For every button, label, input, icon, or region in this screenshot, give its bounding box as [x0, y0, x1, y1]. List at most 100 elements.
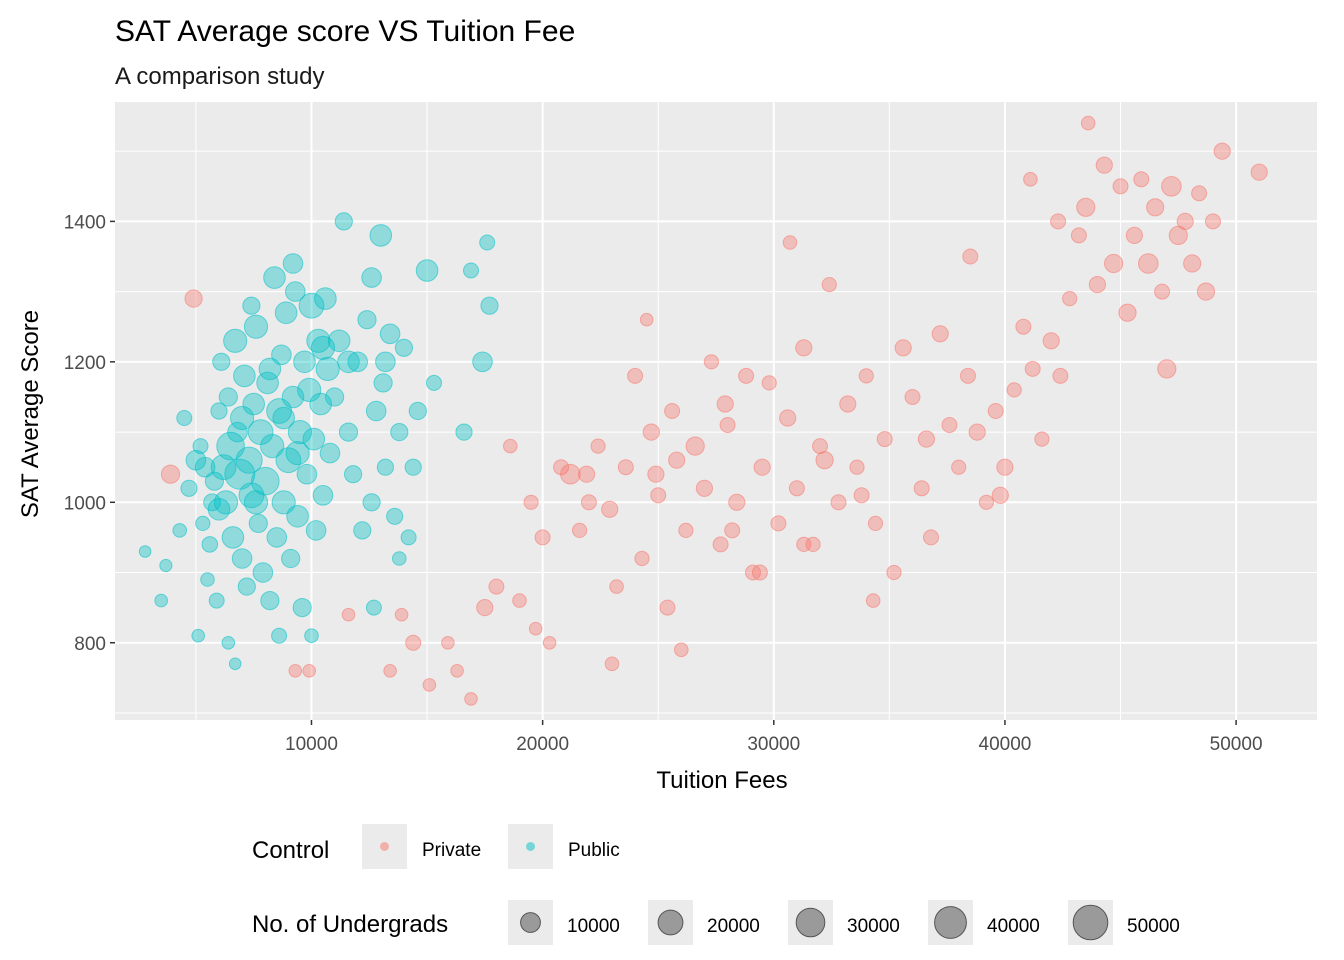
point-public-33	[252, 562, 274, 583]
point-private-33	[678, 522, 694, 539]
point-public-105	[285, 441, 310, 466]
point-public-13	[208, 592, 225, 609]
point-public-17	[213, 490, 239, 515]
point-public-97	[242, 296, 261, 315]
point-private-79	[1080, 115, 1096, 131]
point-private-12	[476, 599, 494, 617]
point-public-107	[194, 456, 216, 478]
point-private-93	[1176, 212, 1194, 230]
point-private-75	[1052, 367, 1069, 384]
point-private-55	[867, 515, 884, 532]
point-public-57	[306, 328, 331, 353]
point-public-16	[210, 454, 237, 481]
point-private-81	[1095, 156, 1113, 174]
point-public-14	[210, 402, 228, 420]
point-public-70	[357, 310, 377, 330]
point-private-31	[659, 599, 676, 616]
point-private-9	[441, 636, 455, 650]
point-private-54	[858, 368, 874, 384]
point-private-15	[512, 593, 527, 608]
point-private-14	[503, 438, 518, 454]
size-legend: No. of Undergrads 10000 20000 30000 40000 50…	[252, 900, 1180, 945]
point-public-92	[228, 657, 242, 671]
x-tick-label-10000: 10000	[285, 734, 338, 755]
point-private-90	[1157, 359, 1177, 379]
point-public-66	[338, 422, 359, 442]
point-public-22	[227, 421, 248, 443]
point-private-111	[815, 451, 834, 470]
point-private-100	[782, 235, 798, 250]
point-public-55	[302, 427, 326, 451]
point-private-95	[1191, 185, 1208, 202]
point-private-51	[830, 494, 847, 511]
point-public-86	[463, 262, 479, 279]
point-public-96	[392, 551, 407, 566]
point-private-102	[1023, 172, 1038, 187]
point-private-39	[728, 493, 746, 511]
point-private-119	[647, 465, 665, 483]
point-public-65	[334, 212, 353, 231]
size-key-label-10000: 10000	[567, 916, 620, 937]
point-public-80	[400, 529, 417, 546]
point-private-10	[450, 664, 464, 678]
legend-key-private	[380, 842, 389, 851]
point-public-41	[271, 344, 292, 366]
point-private-117	[796, 536, 812, 553]
point-public-75	[376, 458, 394, 476]
point-public-62	[319, 442, 341, 464]
point-private-116	[991, 486, 1009, 504]
point-public-9	[200, 572, 215, 587]
point-public-5	[180, 479, 198, 497]
point-public-83	[415, 259, 439, 282]
size-key-label-50000: 50000	[1127, 916, 1180, 937]
point-public-10	[201, 536, 219, 553]
grid-major	[115, 102, 1317, 720]
point-private-76	[1062, 291, 1078, 307]
point-private-64	[951, 459, 967, 475]
point-private-62	[931, 325, 949, 343]
point-public-48	[286, 505, 309, 528]
point-private-88	[1146, 198, 1165, 217]
legend-key-public	[526, 842, 535, 851]
point-public-43	[274, 301, 298, 325]
point-private-86	[1133, 171, 1150, 188]
point-private-110	[716, 395, 734, 413]
point-private-27	[627, 367, 644, 384]
point-private-98	[1213, 142, 1231, 160]
color-legend-title: Control	[252, 837, 329, 864]
point-public-87	[472, 351, 493, 373]
point-private-106	[674, 642, 689, 658]
grid-minor	[115, 102, 1317, 720]
point-private-73	[1034, 431, 1050, 447]
y-axis-title: SAT Average Score	[17, 310, 44, 518]
point-public-108	[243, 490, 269, 515]
point-private-65	[960, 367, 976, 384]
point-public-104	[258, 357, 282, 381]
point-private-36	[703, 354, 720, 370]
point-public-60	[314, 287, 337, 310]
point-public-54	[298, 292, 325, 319]
point-private-108	[528, 621, 543, 636]
point-public-26	[237, 577, 256, 596]
point-public-91	[221, 636, 236, 650]
point-public-24	[231, 548, 253, 569]
point-private-87	[1138, 253, 1159, 274]
point-public-85	[455, 423, 473, 441]
point-private-104	[865, 593, 881, 608]
point-private-52	[839, 395, 857, 413]
point-public-15	[212, 352, 231, 371]
point-public-74	[373, 373, 393, 393]
point-public-35	[256, 371, 279, 395]
point-private-46	[788, 480, 805, 497]
point-private-70	[1006, 382, 1022, 398]
chart-subtitle: A comparison study	[115, 63, 324, 90]
point-public-77	[386, 507, 404, 525]
point-private-30	[650, 487, 667, 504]
x-axis-ticks: 10000 20000 30000 40000 50000	[285, 720, 1263, 755]
point-private-113	[664, 403, 681, 419]
point-public-63	[325, 387, 345, 407]
point-private-41	[745, 564, 761, 581]
point-public-93	[271, 627, 288, 644]
point-private-57	[886, 564, 902, 581]
point-private-77	[1070, 227, 1087, 244]
